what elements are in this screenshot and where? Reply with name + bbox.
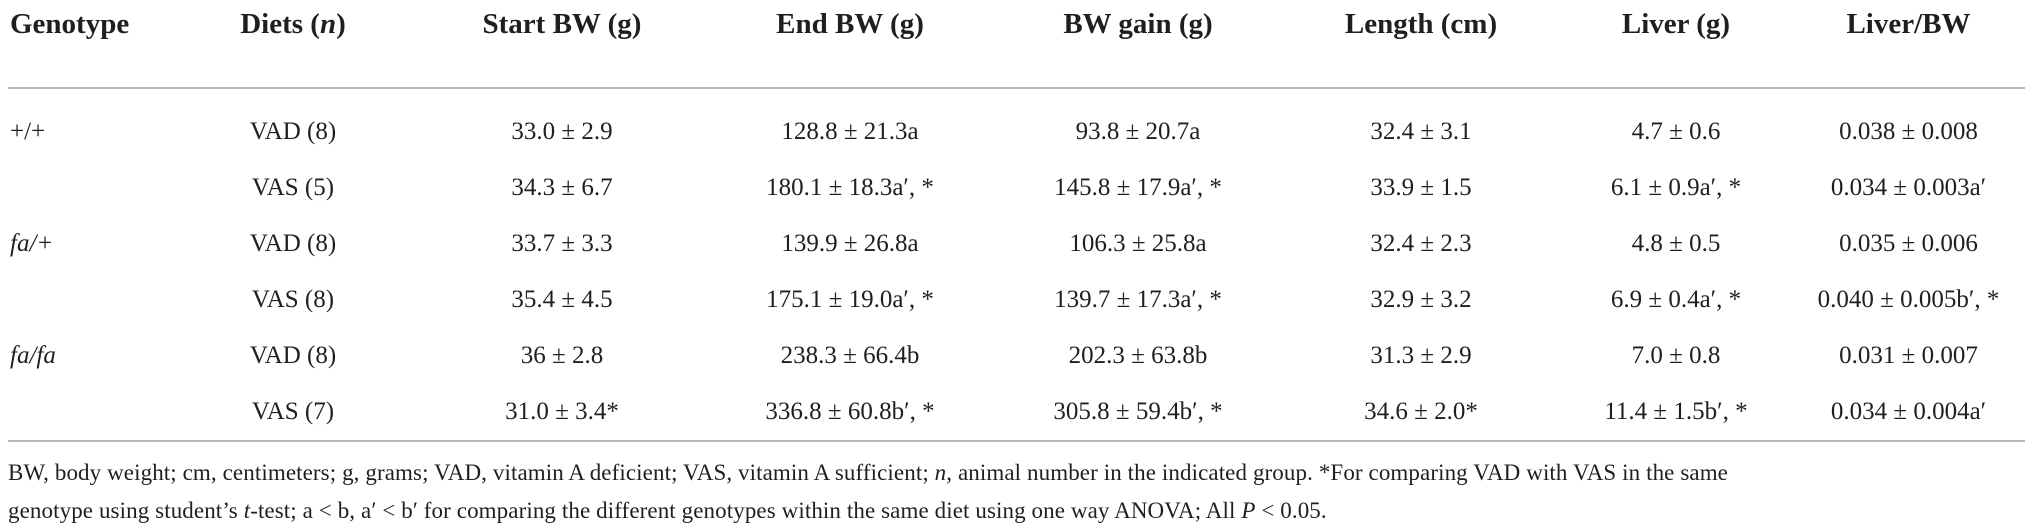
cell-liver: 11.4 ± 1.5b′, * bbox=[1560, 384, 1792, 442]
col-header-genotype: Genotype bbox=[8, 0, 168, 89]
cell-start-bw: 33.0 ± 2.9 bbox=[511, 118, 613, 145]
cell-genotype: +/+ bbox=[10, 118, 46, 145]
cell-length: 31.3 ± 2.9 bbox=[1370, 342, 1472, 369]
table-row: fa/+ VAD (8) 33.7 ± 3.3 139.9 ± 26.8a 10… bbox=[8, 216, 2025, 272]
col-header-liver-bw: Liver/BW bbox=[1792, 0, 2025, 89]
cell-diet: VAD (8) bbox=[249, 342, 337, 369]
cell-liver-bw: 0.040 ± 0.005b′, * bbox=[1817, 286, 2000, 313]
cell-liver: 7.0 ± 0.8 bbox=[1631, 342, 1721, 369]
col-header-length: Length (cm) bbox=[1282, 0, 1560, 89]
results-table: Genotype Diets (n) Start BW (g) End BW (… bbox=[8, 0, 2025, 442]
cell-bw-gain: 145.8 ± 17.9a′, * bbox=[1054, 174, 1222, 201]
cell-bw-gain: 202.3 ± 63.8b bbox=[1068, 342, 1208, 369]
col-header-start-bw: Start BW (g) bbox=[418, 0, 706, 89]
footnote-asterisk-marker: * bbox=[1318, 460, 1331, 485]
cell-bw-gain: 93.8 ± 20.7a bbox=[1075, 118, 1201, 145]
cell-end-bw: 336.8 ± 60.8b′, * bbox=[706, 384, 994, 442]
cell-diet: VAS (8) bbox=[251, 286, 335, 313]
footnote-text: < 0.05. bbox=[1255, 498, 1327, 523]
col-header-diets: Diets (n) bbox=[168, 0, 418, 89]
cell-genotype: fa/+ bbox=[10, 230, 54, 257]
cell-end-bw: 139.9 ± 26.8a bbox=[781, 230, 919, 257]
cell-bw-gain: 106.3 ± 25.8a bbox=[1069, 230, 1207, 257]
cell-genotype: fa/fa bbox=[10, 342, 56, 369]
cell-bw-gain: 139.7 ± 17.3a′, * bbox=[1054, 286, 1222, 313]
cell-diet: VAD (8) bbox=[249, 230, 337, 257]
cell-start-bw: 31.0 ± 3.4* bbox=[418, 384, 706, 442]
diets-header-n: n bbox=[319, 8, 337, 40]
cell-diet: VAS (7) bbox=[168, 384, 418, 442]
cell-end-bw: 128.8 ± 21.3a bbox=[781, 118, 919, 145]
table-row: VAS (8) 35.4 ± 4.5 175.1 ± 19.0a′, * 139… bbox=[8, 272, 2025, 328]
cell-genotype bbox=[8, 160, 168, 216]
cell-liver-bw: 0.034 ± 0.004a′ bbox=[1792, 384, 2025, 442]
cell-genotype bbox=[8, 272, 168, 328]
cell-bw-gain: 305.8 ± 59.4b′, * bbox=[994, 384, 1282, 442]
cell-liver-bw: 0.031 ± 0.007 bbox=[1839, 342, 1978, 369]
table-header-row: Genotype Diets (n) Start BW (g) End BW (… bbox=[8, 0, 2025, 89]
cell-end-bw: 175.1 ± 19.0a′, * bbox=[766, 286, 934, 313]
footnote-p-italic: P bbox=[1241, 498, 1256, 523]
cell-end-bw: 180.1 ± 18.3a′, * bbox=[766, 174, 934, 201]
cell-liver-bw: 0.034 ± 0.003a′ bbox=[1830, 174, 1987, 201]
cell-genotype bbox=[8, 384, 168, 442]
footnote-text: For comparing VAD with VAS in the same bbox=[1330, 460, 1728, 485]
cell-length: 34.6 ± 2.0* bbox=[1282, 384, 1560, 442]
diets-header-prefix: Diets ( bbox=[240, 8, 320, 40]
cell-liver: 4.8 ± 0.5 bbox=[1631, 230, 1721, 257]
cell-diet: VAD (8) bbox=[249, 118, 337, 145]
diets-header-suffix: ) bbox=[336, 8, 346, 40]
table-footnote: BW, body weight; cm, centimeters; g, gra… bbox=[8, 454, 2025, 523]
cell-length: 32.4 ± 3.1 bbox=[1370, 118, 1472, 145]
cell-length: 32.9 ± 3.2 bbox=[1370, 286, 1472, 313]
cell-length: 32.4 ± 2.3 bbox=[1370, 230, 1472, 257]
footnote-abbreviations: BW, body weight; cm, centimeters; g, gra… bbox=[8, 460, 935, 485]
footnote-n-italic: n bbox=[934, 460, 947, 485]
cell-liver-bw: 0.035 ± 0.006 bbox=[1839, 230, 1978, 257]
table-row: +/+ VAD (8) 33.0 ± 2.9 128.8 ± 21.3a 93.… bbox=[8, 88, 2025, 160]
cell-liver: 6.1 ± 0.9a′, * bbox=[1610, 174, 1742, 201]
cell-end-bw: 238.3 ± 66.4b bbox=[780, 342, 920, 369]
cell-start-bw: 33.7 ± 3.3 bbox=[511, 230, 613, 257]
cell-start-bw: 35.4 ± 4.5 bbox=[511, 286, 613, 313]
cell-liver: 4.7 ± 0.6 bbox=[1631, 118, 1721, 145]
footnote-text: genotype using student’s bbox=[8, 498, 244, 523]
cell-liver-bw: 0.038 ± 0.008 bbox=[1839, 118, 1978, 145]
cell-diet: VAS (5) bbox=[251, 174, 335, 201]
footnote-text: -test; a < b, a′ < b′ for comparing the … bbox=[250, 498, 1242, 523]
footnote-t-italic: t bbox=[243, 498, 251, 523]
cell-liver: 6.9 ± 0.4a′, * bbox=[1610, 286, 1742, 313]
col-header-end-bw: End BW (g) bbox=[706, 0, 994, 89]
cell-start-bw: 34.3 ± 6.7 bbox=[511, 174, 613, 201]
col-header-liver: Liver (g) bbox=[1560, 0, 1792, 89]
table-row: VAS (7) 31.0 ± 3.4* 336.8 ± 60.8b′, * 30… bbox=[8, 384, 2025, 442]
cell-start-bw: 36 ± 2.8 bbox=[520, 342, 604, 369]
cell-length: 33.9 ± 1.5 bbox=[1370, 174, 1472, 201]
col-header-bw-gain: BW gain (g) bbox=[994, 0, 1282, 89]
table-row: fa/fa VAD (8) 36 ± 2.8 238.3 ± 66.4b 202… bbox=[8, 328, 2025, 384]
footnote-text: , animal number in the indicated group. bbox=[946, 460, 1319, 485]
table-row: VAS (5) 34.3 ± 6.7 180.1 ± 18.3a′, * 145… bbox=[8, 160, 2025, 216]
